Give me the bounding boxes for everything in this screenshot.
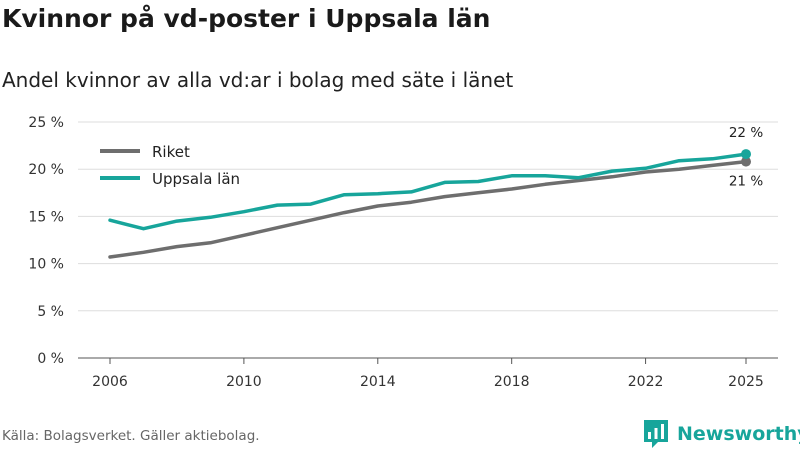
series-line-riket <box>108 159 748 259</box>
x-tick-label: 2006 <box>92 374 128 390</box>
legend-label: Uppsala län <box>152 170 240 188</box>
y-tick-label: 0 % <box>37 351 64 367</box>
newsworthy-logo-icon <box>644 420 668 448</box>
series-line-uppsala-l-n <box>108 152 748 231</box>
x-tick-label: 2018 <box>494 374 530 390</box>
y-tick-label: 15 % <box>28 209 64 225</box>
x-tick-label: 2022 <box>628 374 664 390</box>
x-tick-label: 2025 <box>728 374 764 390</box>
legend-label: Riket <box>152 143 190 161</box>
series-end-point <box>741 149 751 160</box>
x-tick-label: 2014 <box>360 374 396 390</box>
series-end-point <box>741 156 751 167</box>
series-end-label: 21 % <box>729 174 763 190</box>
source-note: Källa: Bolagsverket. Gäller aktiebolag. <box>2 428 260 444</box>
chart-title: Kvinnor på vd-poster i Uppsala län <box>2 4 491 33</box>
chart-subtitle: Andel kvinnor av alla vd:ar i bolag med … <box>2 68 514 92</box>
brand-name: Newsworthy <box>677 423 800 445</box>
x-tick-label: 2010 <box>226 374 262 390</box>
y-tick-label: 10 % <box>28 257 64 273</box>
y-tick-label: 25 % <box>28 115 64 131</box>
series-end-label: 22 % <box>729 125 763 141</box>
y-tick-label: 5 % <box>37 304 64 320</box>
brand-logo: Newsworthy <box>644 420 800 448</box>
y-tick-label: 20 % <box>28 162 64 178</box>
